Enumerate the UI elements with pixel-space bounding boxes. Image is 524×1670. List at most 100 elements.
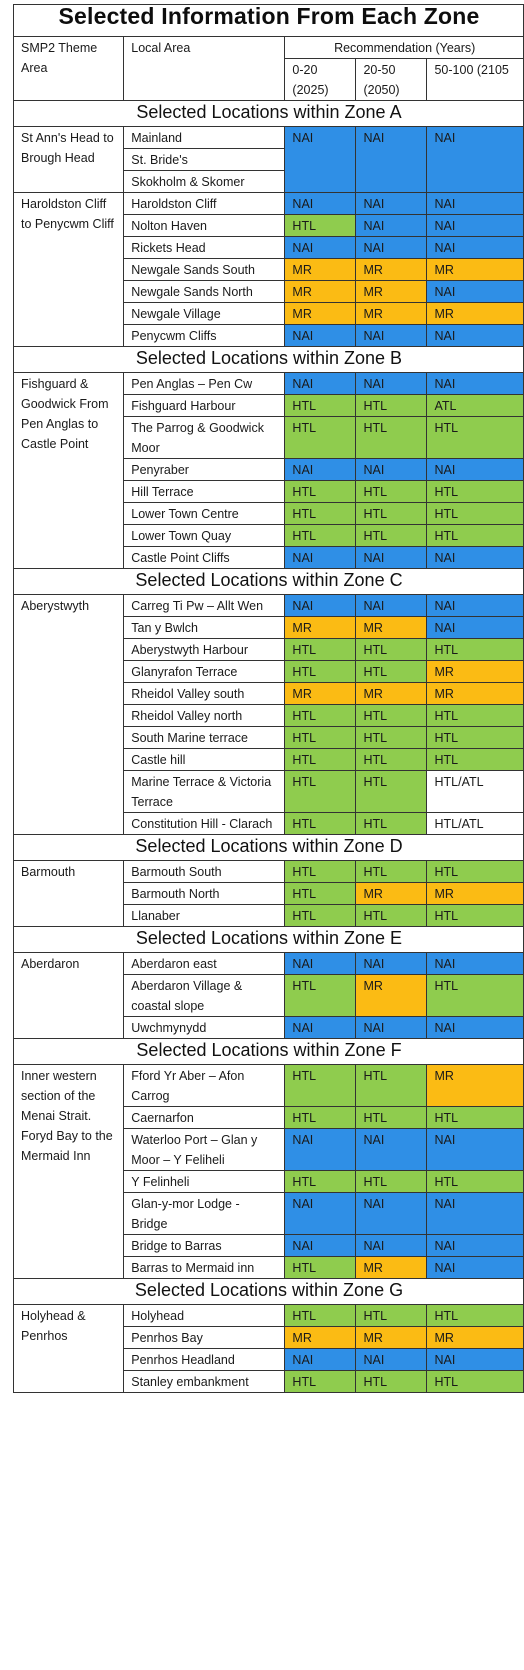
zone-heading-row: Selected Locations within Zone D <box>13 834 524 861</box>
recommendation-cell: MR <box>284 616 357 639</box>
recommendation-cell: NAI <box>426 1234 524 1257</box>
header-local-area: Local Area <box>123 36 286 101</box>
recommendation-cell: NAI <box>426 214 524 237</box>
table-row: Barras to Mermaid inn HTL MR NAI <box>14 1256 524 1279</box>
recommendation-cell: NAI <box>355 458 428 481</box>
zone-heading-row: Selected Locations within Zone B <box>13 346 524 373</box>
recommendation-cell: NAI <box>355 1128 428 1171</box>
local-area-cell: Y Felinheli <box>123 1170 286 1193</box>
local-area-cell: Hill Terrace <box>123 480 286 503</box>
table-row: Holyhead & Penrhos Holyhead HTL HTL HTL <box>12 1304 524 1393</box>
recommendation-cell: HTL <box>426 638 524 661</box>
local-area-cell: Aberdaron Village & coastal slope <box>123 974 286 1017</box>
table-row: Marine Terrace & Victoria Terrace HTL HTL H… <box>14 770 524 813</box>
recommendation-cell: NAI <box>284 324 357 347</box>
local-area-cell: Waterloo Port – Glan y Moor – Y Feliheli <box>123 1128 286 1171</box>
recommendation-cell: NAI <box>284 372 357 395</box>
table-row: The Parrog & Goodwick Moor HTL HTL HTL <box>14 416 524 459</box>
recommendation-cell: NAI <box>284 192 357 215</box>
recommendation-cell: NAI <box>426 126 524 193</box>
recommendation-cell: HTL <box>284 480 357 503</box>
theme-area-cell: Aberystwyth <box>12 594 125 835</box>
table-row: Waterloo Port – Glan y Moor – Y Feliheli… <box>14 1128 524 1171</box>
recommendation-cell: MR <box>426 660 524 683</box>
theme-area-cell: Haroldston Cliff to Penycwm Cliff <box>12 192 125 347</box>
recommendation-cell: HTL <box>355 770 428 813</box>
recommendation-cell: HTL <box>284 748 357 771</box>
local-area-cell: Llanaber <box>123 904 286 927</box>
header-theme-area: SMP2 Theme Area <box>12 36 125 101</box>
local-area-cell: Rickets Head <box>123 236 286 259</box>
zone-information-table: Selected Information From Each Zone SMP2… <box>12 4 524 1393</box>
recommendation-cell: HTL <box>426 748 524 771</box>
recommendation-cell: HTL <box>426 416 524 459</box>
zone-heading-row: Selected Locations within Zone A <box>13 100 524 127</box>
recommendation-cell: HTL <box>284 812 357 835</box>
recommendation-cell: HTL <box>284 394 357 417</box>
recommendation-cell: NAI <box>284 236 357 259</box>
recommendation-cell: NAI <box>355 1016 428 1039</box>
zone-heading: Selected Locations within Zone B <box>13 346 524 373</box>
local-area-cell: Rheidol Valley south <box>123 682 286 705</box>
local-area-cell: The Parrog & Goodwick Moor <box>123 416 286 459</box>
table-body: Selected Information From Each Zone SMP2… <box>12 4 524 1393</box>
theme-area-cell: Inner western section of the Menai Strai… <box>12 1064 125 1279</box>
zone-heading-row: Selected Locations within Zone E <box>13 926 524 953</box>
local-area-cell: Aberdaron east <box>123 952 286 975</box>
recommendation-cell: MR <box>355 1256 428 1279</box>
recommendation-cell: MR <box>355 616 428 639</box>
theme-area-cell: Fishguard & Goodwick From Pen Anglas to … <box>12 372 125 569</box>
recommendation-cell: MR <box>284 302 357 325</box>
table-row: Haroldston Cliff to Penycwm Cliff Harolds… <box>12 192 524 347</box>
recommendation-cell: HTL <box>355 416 428 459</box>
recommendation-cell: HTL <box>355 502 428 525</box>
table-row: Aberystwyth Harbour HTL HTL HTL <box>14 638 524 661</box>
recommendation-cell: NAI <box>426 372 524 395</box>
recommendation-cell: MR <box>284 682 357 705</box>
local-area-cell: Barmouth South <box>123 860 286 883</box>
local-area-cell: Castle Point Cliffs <box>123 546 286 569</box>
local-area-cell: Marine Terrace & Victoria Terrace <box>123 770 286 813</box>
recommendation-cell: HTL <box>284 704 357 727</box>
recommendation-cell: NAI <box>284 1348 357 1371</box>
recommendation-cell: HTL <box>355 394 428 417</box>
recommendation-cell: NAI <box>355 1348 428 1371</box>
recommendation-cell: HTL <box>426 1106 524 1129</box>
local-area-cell: Newgale Village <box>123 302 286 325</box>
recommendation-cell: HTL <box>355 660 428 683</box>
zone-heading: Selected Locations within Zone G <box>13 1278 524 1305</box>
table-row: Bridge to Barras NAI NAI NAI <box>14 1234 524 1257</box>
recommendation-cell: HTL <box>355 1106 428 1129</box>
recommendation-cell: HTL <box>284 660 357 683</box>
recommendation-cell: HTL <box>284 1256 357 1279</box>
recommendation-cell: MR <box>426 882 524 905</box>
recommendation-cell: HTL <box>284 524 357 547</box>
recommendation-cell: NAI <box>284 1234 357 1257</box>
zone-heading: Selected Locations within Zone A <box>13 100 524 127</box>
local-area-cell: Mainland <box>123 126 286 149</box>
recommendation-cell: NAI <box>426 594 524 617</box>
recommendation-cell: NAI <box>284 594 357 617</box>
recommendation-cell: HTL <box>426 704 524 727</box>
table-row: Glan-y-mor Lodge - Bridge NAI NAI NAI <box>14 1192 524 1235</box>
recommendation-cell: MR <box>426 682 524 705</box>
table-row: Penyraber NAI NAI NAI <box>14 458 524 481</box>
recommendation-cell: HTL <box>426 1170 524 1193</box>
table-row: Aberdaron Aberdaron east NAI NAI NAI <box>12 952 524 1039</box>
recommendation-cell: HTL <box>284 638 357 661</box>
table-row: Aberdaron Village & coastal slope HTL MR HT… <box>14 974 524 1017</box>
recommendation-cell: HTL <box>355 860 428 883</box>
table-row: Y Felinheli HTL HTL HTL <box>14 1170 524 1193</box>
local-area-cell: Lower Town Centre <box>123 502 286 525</box>
zone-heading: Selected Locations within Zone F <box>13 1038 524 1065</box>
zone-heading: Selected Locations within Zone E <box>13 926 524 953</box>
recommendation-cell: NAI <box>284 1016 357 1039</box>
table-row: St. Bride's <box>14 148 524 171</box>
table-row: Tan y Bwlch MR MR NAI <box>14 616 524 639</box>
recommendation-cell: NAI <box>426 1256 524 1279</box>
table-row: Rheidol Valley south MR MR MR <box>14 682 524 705</box>
local-area-cell: Bridge to Barras <box>123 1234 286 1257</box>
recommendation-cell: HTL <box>355 638 428 661</box>
table-title: Selected Information From Each Zone <box>13 4 524 37</box>
theme-area-cell: Holyhead & Penrhos <box>12 1304 125 1393</box>
